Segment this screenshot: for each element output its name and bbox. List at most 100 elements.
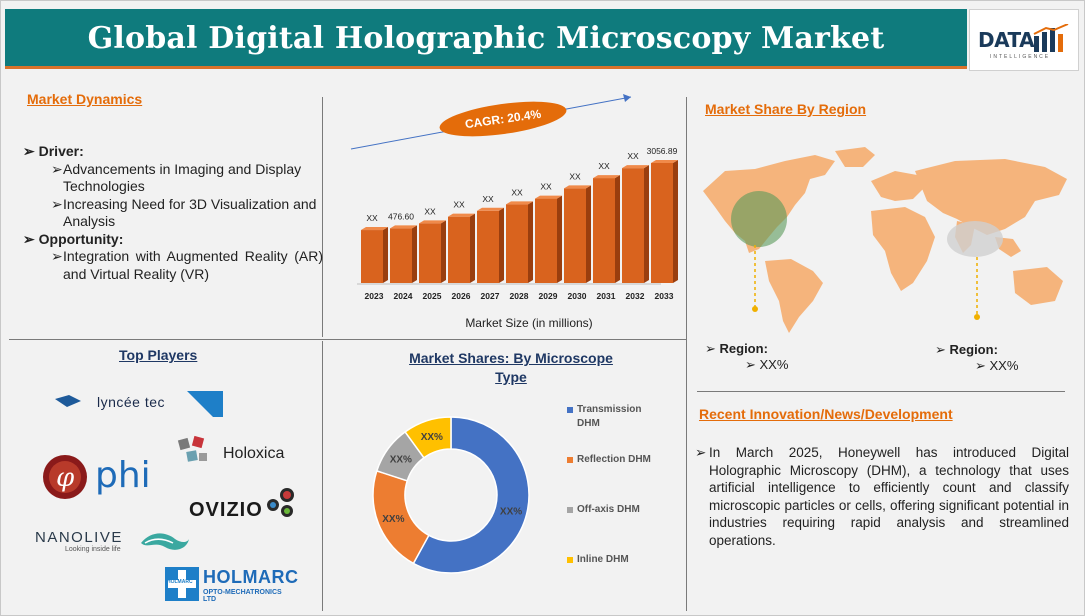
bar-side bbox=[441, 220, 446, 283]
region-right-value: ➢ XX% bbox=[975, 358, 1019, 373]
bar-side bbox=[412, 225, 417, 283]
x-tick-label: 2026 bbox=[452, 291, 471, 301]
news-title: Recent Innovation/News/Development bbox=[699, 406, 953, 422]
bar-top bbox=[506, 201, 533, 205]
bar-top bbox=[651, 160, 678, 163]
bar-2026 bbox=[448, 213, 475, 283]
bar-data-label: XX bbox=[482, 194, 494, 204]
australia-shape bbox=[1013, 267, 1063, 305]
bar-front bbox=[506, 204, 528, 283]
opportunity-heading: ➢ Opportunity: bbox=[23, 230, 124, 247]
bar-side bbox=[644, 165, 649, 283]
bar-front bbox=[477, 210, 499, 283]
holoxica-logo: Holoxica bbox=[177, 435, 297, 471]
bar-side bbox=[499, 207, 504, 283]
ovizio-text: OVIZIO bbox=[189, 499, 263, 521]
bar-front bbox=[622, 168, 644, 283]
bar-data-label: 476.60 bbox=[388, 211, 414, 221]
bar-2029 bbox=[535, 195, 562, 283]
nanolive-text: NANOLIVE bbox=[35, 529, 123, 546]
x-tick-label: 2027 bbox=[481, 291, 500, 301]
bar-front bbox=[651, 163, 673, 283]
legend-item: Transmission DHM bbox=[567, 403, 667, 431]
legend-item: Inline DHM bbox=[567, 553, 667, 567]
bar-front bbox=[535, 198, 557, 283]
svg-text:φ: φ bbox=[56, 463, 75, 493]
opportunity-item: ➢ Integration with Augmented Reality (AR)… bbox=[51, 248, 323, 282]
divider bbox=[9, 339, 686, 340]
bar-2023 bbox=[361, 227, 388, 283]
bar-2028 bbox=[506, 201, 533, 283]
donut-data-label: XX% bbox=[500, 506, 522, 517]
bar-2025 bbox=[419, 220, 446, 283]
market-dynamics-list: ➢ Driver: ➢ Advancements in Imaging and D… bbox=[23, 143, 323, 283]
legend-label: Reflection DHM bbox=[577, 454, 651, 465]
bar-side bbox=[673, 160, 678, 283]
nanolive-wave-icon bbox=[141, 533, 189, 550]
bar-2033 bbox=[651, 160, 678, 283]
microscope-type-donut-chart: XX% XX% XX% XX% bbox=[372, 416, 530, 574]
driver-item: ➢ Increasing Need for 3D Visualization an… bbox=[51, 195, 317, 230]
bar-2024 bbox=[390, 225, 417, 283]
bar-data-label: XX bbox=[366, 213, 378, 223]
bar-2030 bbox=[564, 185, 591, 283]
top-players-title: Top Players bbox=[119, 347, 198, 363]
page-title: Global Digital Holographic Microscopy Ma… bbox=[87, 21, 885, 56]
divider bbox=[322, 341, 323, 611]
cagr-pill: CAGR: 20.4% bbox=[439, 101, 567, 137]
legend-swatch bbox=[567, 507, 573, 513]
bar-front bbox=[564, 188, 586, 283]
bar-top bbox=[361, 227, 388, 231]
news-paragraph: ➢ In March 2025, Honeywell has introduce… bbox=[695, 445, 1069, 548]
bar-front bbox=[390, 228, 412, 283]
bar-side bbox=[615, 175, 620, 283]
header-banner: Global Digital Holographic Microscopy Ma… bbox=[5, 9, 967, 69]
nanolive-logo: NANOLIVE Looking inside life bbox=[35, 529, 195, 559]
donut-data-label: XX% bbox=[421, 432, 443, 443]
region-marker-asia bbox=[947, 221, 1003, 257]
bar-data-label: XX bbox=[598, 161, 610, 171]
legend-label: Off-axis DHM bbox=[577, 504, 640, 515]
africa-shape bbox=[871, 207, 935, 291]
europe-shape bbox=[871, 171, 925, 201]
driver-item: ➢ Advancements in Imaging and Display Tec… bbox=[51, 160, 302, 195]
x-tick-label: 2031 bbox=[597, 291, 616, 301]
driver-label: Driver: bbox=[38, 143, 84, 159]
legend-item: Reflection DHM bbox=[567, 453, 667, 467]
region-marker-americas bbox=[731, 191, 787, 247]
ovizio-dots-icon bbox=[267, 488, 294, 517]
bar-front bbox=[593, 178, 615, 283]
x-tick-label: 2033 bbox=[655, 291, 674, 301]
legend-swatch bbox=[567, 457, 573, 463]
x-tick-label: 2029 bbox=[539, 291, 558, 301]
asia-shape bbox=[915, 159, 1067, 235]
bar-data-label: 3056.89 bbox=[647, 146, 678, 156]
region-right-label: ➢ Region: bbox=[935, 342, 998, 357]
greenland-shape bbox=[835, 147, 875, 167]
bar-data-label: XX bbox=[569, 171, 581, 181]
bar-2031 bbox=[593, 175, 620, 283]
holmarc-tagline: OPTO-MECHATRONICS LTD bbox=[203, 589, 282, 603]
holoxica-cube-icon bbox=[177, 435, 207, 462]
bar-data-label: XX bbox=[453, 200, 465, 210]
legend-label: Inline DHM bbox=[577, 554, 629, 565]
world-map bbox=[703, 147, 1067, 333]
region-left-label: ➢ Region: bbox=[705, 341, 768, 356]
bar-top bbox=[390, 225, 417, 229]
bar-top bbox=[564, 185, 591, 189]
donut-data-label: XX% bbox=[382, 514, 404, 525]
bar-data-label: XX bbox=[511, 187, 523, 197]
nanolive-tagline: Looking inside life bbox=[65, 546, 121, 553]
x-axis-label: Market Size (in millions) bbox=[465, 316, 592, 330]
pie-legend: Transmission DHM Reflection DHM Off-axis D… bbox=[567, 403, 677, 573]
region-left-value: ➢ XX% bbox=[745, 357, 789, 372]
datam-logo: DATA INTELLIGENCE bbox=[969, 9, 1079, 71]
logo-text: DATA bbox=[978, 28, 1035, 52]
bar-2032 bbox=[622, 165, 649, 283]
phi-text: phi bbox=[95, 455, 151, 496]
x-tick-label: 2030 bbox=[568, 291, 587, 301]
lyncee-text: lyncée tec bbox=[97, 394, 166, 410]
donut-slice-3 bbox=[404, 416, 452, 459]
bar-top bbox=[448, 213, 475, 217]
divider bbox=[322, 97, 323, 337]
